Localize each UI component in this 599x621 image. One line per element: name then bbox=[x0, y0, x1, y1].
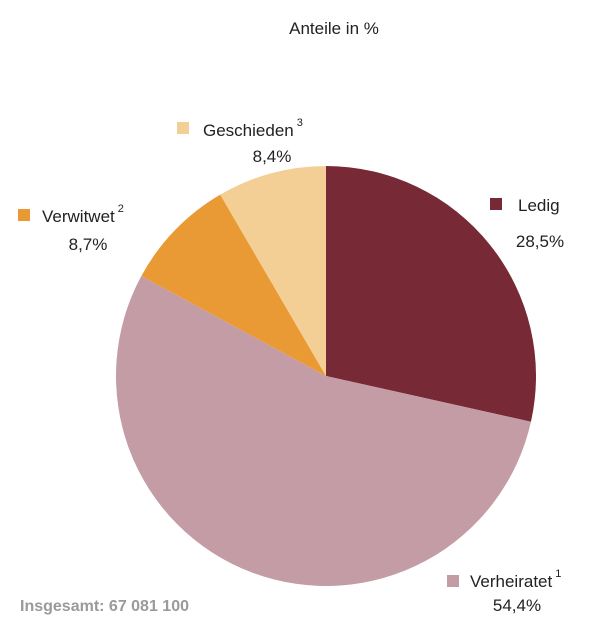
value-label: 54,4% bbox=[493, 596, 541, 615]
value-label: 8,7% bbox=[69, 235, 108, 254]
value-label: 8,4% bbox=[253, 147, 292, 166]
chart-title: Anteile in % bbox=[289, 19, 379, 38]
legend-swatch bbox=[177, 122, 189, 134]
footnote-mark: 1 bbox=[555, 568, 561, 580]
footnote-mark: 2 bbox=[118, 203, 124, 215]
legend-swatch bbox=[18, 209, 30, 221]
category-label: Verwitwet bbox=[42, 207, 115, 226]
pie-slice bbox=[220, 166, 326, 376]
pie-slice bbox=[115, 275, 531, 587]
category-label: Ledig bbox=[518, 196, 560, 215]
pie-slice bbox=[141, 194, 326, 376]
footnote-mark: 3 bbox=[297, 117, 303, 129]
legend-swatch bbox=[447, 575, 459, 587]
value-label: 28,5% bbox=[516, 232, 564, 251]
total-note: Insgesamt: 67 081 100 bbox=[20, 598, 189, 615]
category-label: Geschieden bbox=[203, 121, 294, 140]
pie-slice bbox=[326, 166, 536, 422]
category-label: Verheiratet bbox=[470, 572, 552, 591]
legend-swatch bbox=[490, 198, 502, 210]
